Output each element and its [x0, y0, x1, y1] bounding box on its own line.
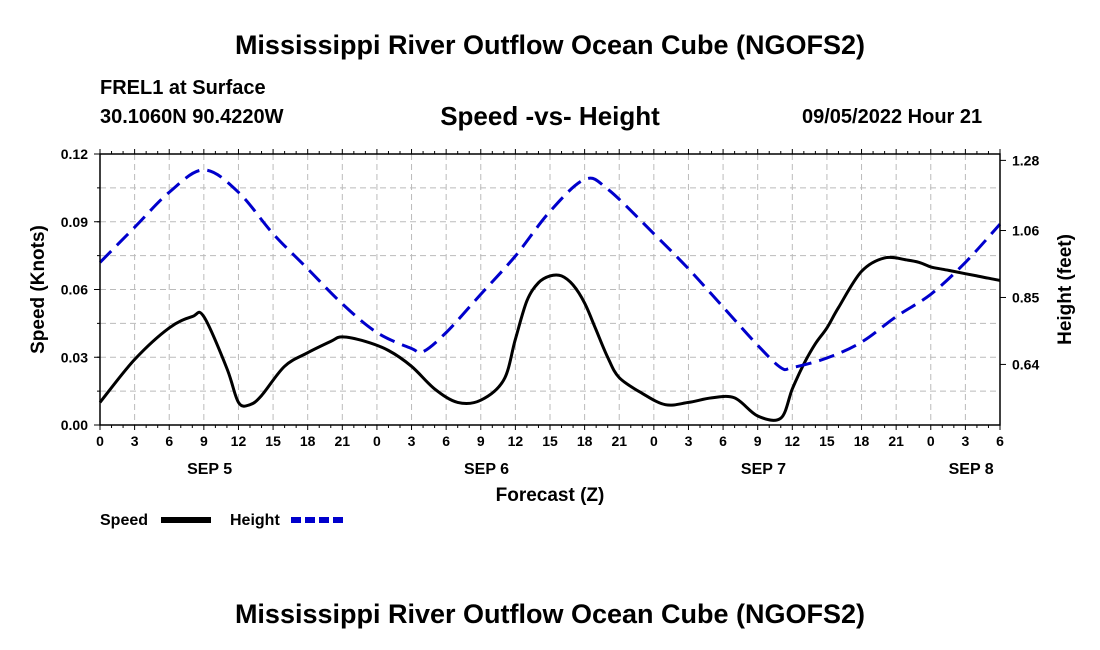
x-tick-label: 12: [508, 433, 524, 449]
x-tick-label: 6: [719, 433, 727, 449]
x-tick-label: 0: [650, 433, 658, 449]
x-tick-label: 18: [300, 433, 316, 449]
x-tick-label: 21: [888, 433, 904, 449]
x-tick-label: 9: [477, 433, 485, 449]
speed-series-line: [98, 255, 1001, 422]
station-label: FREL1 at Surface: [100, 77, 266, 99]
y-axis-right-title: Height (feet): [1055, 234, 1076, 345]
y-right-tick-label: 1.28: [1012, 152, 1039, 168]
series-layer: [98, 168, 1002, 422]
x-tick-label: 15: [542, 433, 558, 449]
x-tick-label: 15: [819, 433, 835, 449]
x-tick-label: 3: [685, 433, 693, 449]
legend-label-height: Height: [230, 512, 280, 529]
y-left-tick-label: 0.09: [61, 214, 88, 230]
x-tick-label: 15: [265, 433, 281, 449]
x-tick-label: 0: [96, 433, 104, 449]
y-left-tick-label: 0.12: [61, 146, 88, 162]
x-tick-label: 12: [785, 433, 801, 449]
x-tick-label: 0: [927, 433, 935, 449]
y-right-tick-label: 1.06: [1012, 223, 1039, 239]
forecast-datetime: 09/05/2022 Hour 21: [802, 106, 983, 128]
x-tick-label: 3: [961, 433, 969, 449]
day-label: SEP 8: [949, 461, 994, 478]
x-tick-label: 18: [854, 433, 870, 449]
legend-label-speed: Speed: [100, 512, 148, 529]
day-label: SEP 6: [464, 461, 509, 478]
y-right-tick-label: 0.64: [1012, 356, 1039, 372]
height-series-line: [98, 168, 1002, 372]
x-tick-label: 0: [373, 433, 381, 449]
x-tick-label: 12: [231, 433, 247, 449]
station-coordinates: 30.1060N 90.4220W: [100, 106, 284, 128]
x-tick-label: 6: [165, 433, 173, 449]
x-tick-label: 9: [754, 433, 762, 449]
axis-layer: 0 3 6 9 12 15 18 21 0 3 6 9 12 15 18 21 0 3 6 9 12 15 18 21 0 3 6S…: [61, 146, 1040, 478]
x-tick-label: 3: [408, 433, 416, 449]
y-left-tick-label: 0.06: [61, 282, 88, 298]
repeated-main-title: Mississippi River Outflow Ocean Cube (NG…: [234, 599, 866, 629]
y-left-tick-label: 0.03: [61, 349, 88, 365]
x-tick-label: 21: [335, 433, 351, 449]
x-tick-label: 9: [200, 433, 208, 449]
day-label: SEP 5: [187, 461, 232, 478]
day-label: SEP 7: [741, 461, 786, 478]
y-left-tick-label: 0.00: [61, 417, 88, 433]
y-axis-left-title: Speed (Knots): [28, 225, 49, 354]
x-tick-label: 6: [996, 433, 1004, 449]
x-axis-title: Forecast (Z): [496, 485, 605, 506]
x-tick-label: 3: [131, 433, 139, 449]
chart-main-title: Mississippi River Outflow Ocean Cube (NG…: [234, 30, 866, 60]
x-tick-label: 21: [611, 433, 627, 449]
grid-layer: [100, 154, 1000, 425]
legend: Speed Height: [100, 512, 343, 529]
x-tick-label: 6: [442, 433, 450, 449]
y-right-tick-label: 0.85: [1012, 289, 1039, 305]
x-tick-label: 18: [577, 433, 593, 449]
chart-subtitle: Speed -vs- Height: [440, 101, 660, 131]
